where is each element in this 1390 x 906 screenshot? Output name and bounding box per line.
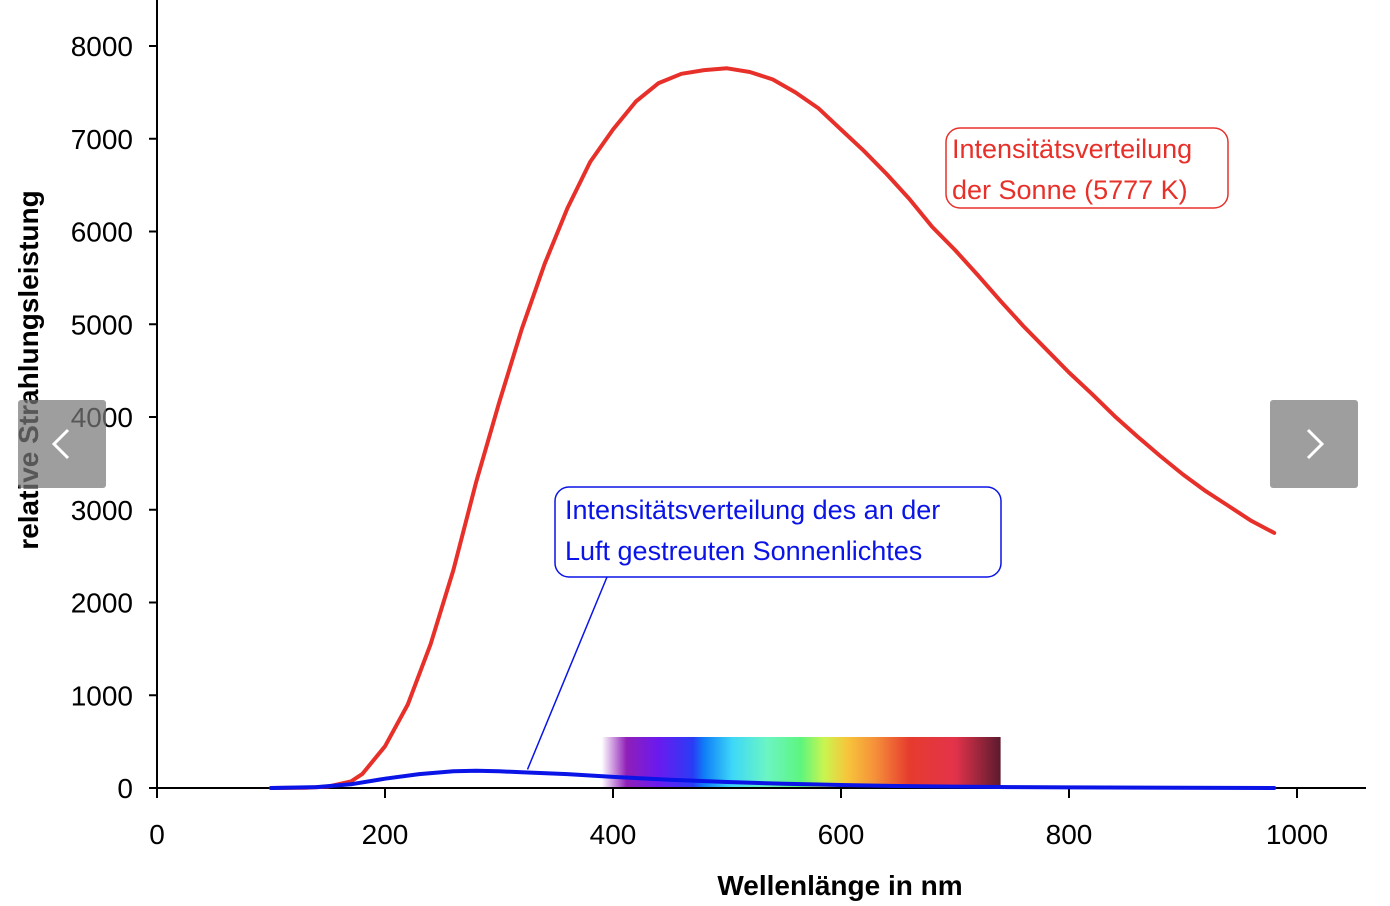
x-tick-label-600: 600 [818, 819, 865, 850]
y-tick-label-6000: 6000 [71, 217, 133, 248]
chevron-right-icon [1306, 428, 1325, 460]
chevron-left-icon [51, 428, 70, 460]
y-tick-label-2000: 2000 [71, 588, 133, 619]
annotations: Intensitätsverteilung der Sonne (5777 K) I… [526, 127, 1229, 770]
annotation-pointer-scattered [526, 576, 608, 770]
y-tick-label-8000: 8000 [71, 31, 133, 62]
x-tick-label-400: 400 [590, 819, 637, 850]
y-tick-label-1000: 1000 [71, 680, 133, 711]
x-tick-label-800: 800 [1046, 819, 1093, 850]
prev-slide-button[interactable] [18, 400, 106, 488]
next-slide-button[interactable] [1270, 400, 1358, 488]
series-line-scattered [269, 768, 1277, 790]
annotation-box-scattered [554, 486, 1002, 578]
y-tick-label-5000: 5000 [71, 309, 133, 340]
x-tick-label-0: 0 [149, 819, 165, 850]
annotation-text-scattered-0: Intensitätsverteilung des an der [565, 495, 940, 525]
x-axis-title: Wellenlänge in nm [717, 870, 962, 901]
y-tick-label-3000: 3000 [71, 495, 133, 526]
x-tick-label-200: 200 [362, 819, 409, 850]
y-tick-label-0: 0 [117, 773, 133, 804]
annotation-text-sun-0: Intensitätsverteilung [952, 134, 1192, 164]
annotation-box-sun [945, 127, 1229, 209]
x-tick-label-1000: 1000 [1266, 819, 1328, 850]
annotation-text-sun-1: der Sonne (5777 K) [952, 175, 1188, 205]
y-tick-label-7000: 7000 [71, 124, 133, 155]
y-axis-title: relative Strahlungsleistung [13, 190, 44, 549]
axes: 0100020003000400050006000700080000200400… [71, 0, 1366, 850]
series-layer [269, 66, 1277, 790]
series-line-sun [269, 66, 1277, 790]
annotation-text-scattered-1: Luft gestreuten Sonnenlichtes [565, 536, 922, 566]
